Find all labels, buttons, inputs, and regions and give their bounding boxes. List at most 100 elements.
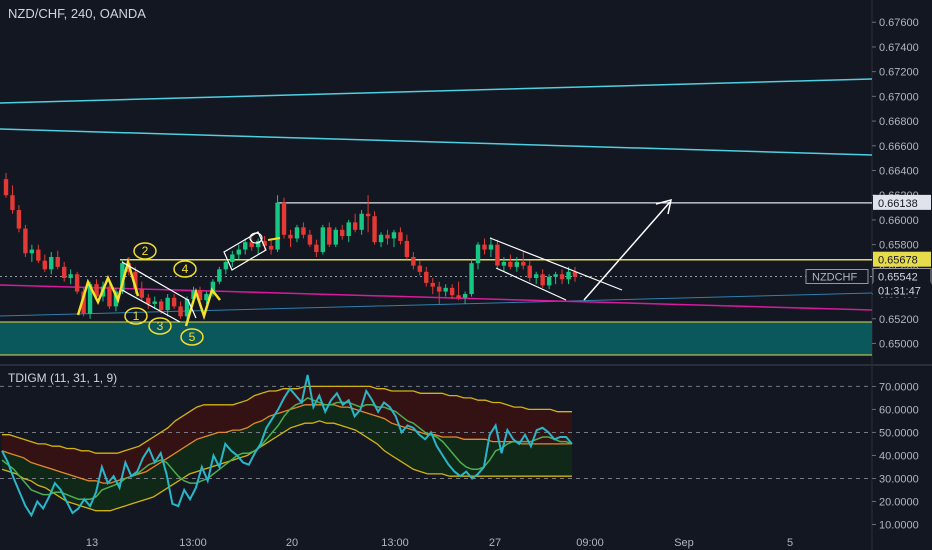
candle-body [55,256,60,267]
price-tick-label: 0.66000 [879,215,919,227]
candle-body [29,249,35,254]
candle-body [87,284,93,314]
candlestick-series [3,172,578,320]
indicator-tick-label: 70.0000 [879,381,919,393]
indicator-title: TDIGM (11, 31, 1, 9) [8,371,118,385]
candle-body [113,291,119,307]
candle-body [191,290,196,299]
candle-body [36,249,41,261]
candle-body [346,222,351,236]
candle-body [61,266,67,278]
projection-arrowhead [655,198,672,215]
candle-body [184,298,190,317]
wave-label-circle [133,242,157,260]
circle-mark [249,232,263,244]
candle-body [385,234,390,239]
indicator-tick-label: 20.0000 [879,496,919,508]
time-tick-label: Sep [674,537,694,549]
wave-label-5: 5 [189,330,196,344]
candle-body [559,274,565,280]
price-tick-label: 0.67600 [879,17,919,29]
candle-body [178,306,183,317]
magenta-support-trendline [0,284,873,311]
indicator-tick-label: 50.0000 [879,427,919,439]
candle-body [462,294,468,298]
candle-body [288,234,293,239]
candle-body [249,242,254,248]
candle-body [430,282,435,287]
candle-body [449,287,455,296]
white-channel-lower [121,289,181,323]
wave-label-2: 2 [142,244,149,258]
cyan-upper-trendline [0,78,873,104]
price-tick-label: 0.65200 [879,314,919,326]
candle-body [294,227,300,239]
candle-body [411,256,416,266]
last-price-badge: 0.65542 [878,272,918,284]
white-channel-upper [121,261,197,319]
countdown-badge: 01:31:47 [878,286,921,298]
candle-body [456,295,461,298]
target-price-badge: 0.66138 [878,198,918,210]
hand-drawn-annotations: 1 2 3 4 5 [76,198,672,346]
candle-body [417,265,423,272]
candle-body [327,227,332,245]
yellow-mark [267,237,281,241]
price-tick-label: 0.67200 [879,67,919,79]
candle-body [469,263,474,295]
symbol-label: NZDCHF [812,272,857,284]
candle-body [553,274,558,277]
candle-body [275,202,280,250]
candle-body [262,240,267,246]
candle-body [372,216,377,243]
price-tick-label: 0.65800 [879,240,919,252]
candle-body [404,240,410,257]
candle-body [146,297,151,304]
wave-label-circle [180,328,204,346]
wave-label-circle [173,260,197,278]
candle-body [197,290,203,301]
lower-volatility-band [1,420,572,512]
wave-label-circle [124,307,148,325]
wave-label-3: 3 [157,319,164,333]
candle-body [378,234,384,243]
countdown-badge-bg [873,282,931,298]
time-tick-label: 5 [787,537,793,549]
price-tick-label: 0.66800 [879,116,919,128]
time-tick-label: 13 [86,537,98,549]
candle-body [501,261,507,266]
candle-body [424,271,429,283]
lower-band-fill [2,404,572,511]
price-tick-label: 0.66400 [879,165,919,177]
candle-body [398,232,403,241]
time-tick-label: 20 [286,537,298,549]
symbol-title: NZD/CHF, 240, OANDA [8,6,146,21]
candle-body [488,244,494,250]
price-tick-label: 0.65000 [879,338,919,350]
candle-body [204,294,209,301]
bull-flag-outline [223,231,267,271]
candle-body [165,297,170,311]
upper-band-fill [2,386,572,484]
candle-body [514,261,520,267]
time-tick-label: 13:00 [179,537,207,549]
candle-body [3,179,9,196]
candle-body [281,202,287,235]
candle-body [120,263,125,292]
candle-body [152,301,157,304]
candle-body [572,271,578,277]
candle-body [475,244,481,264]
time-tick-label: 27 [489,537,501,549]
candle-body [210,281,216,295]
candle-body [81,291,86,314]
time-axis: 13 13:00 20 13:00 27 09:00 Sep 5 [86,537,793,549]
support-zone-box [0,322,872,355]
candle-body [521,261,526,266]
candle-body [133,271,138,290]
candle-body [255,240,261,248]
indicator-tick-label: 40.0000 [879,450,919,462]
time-tick-label: 09:00 [576,537,604,549]
target-price-badge-bg [873,194,931,210]
indicator-tick-label: 10.0000 [879,519,919,531]
